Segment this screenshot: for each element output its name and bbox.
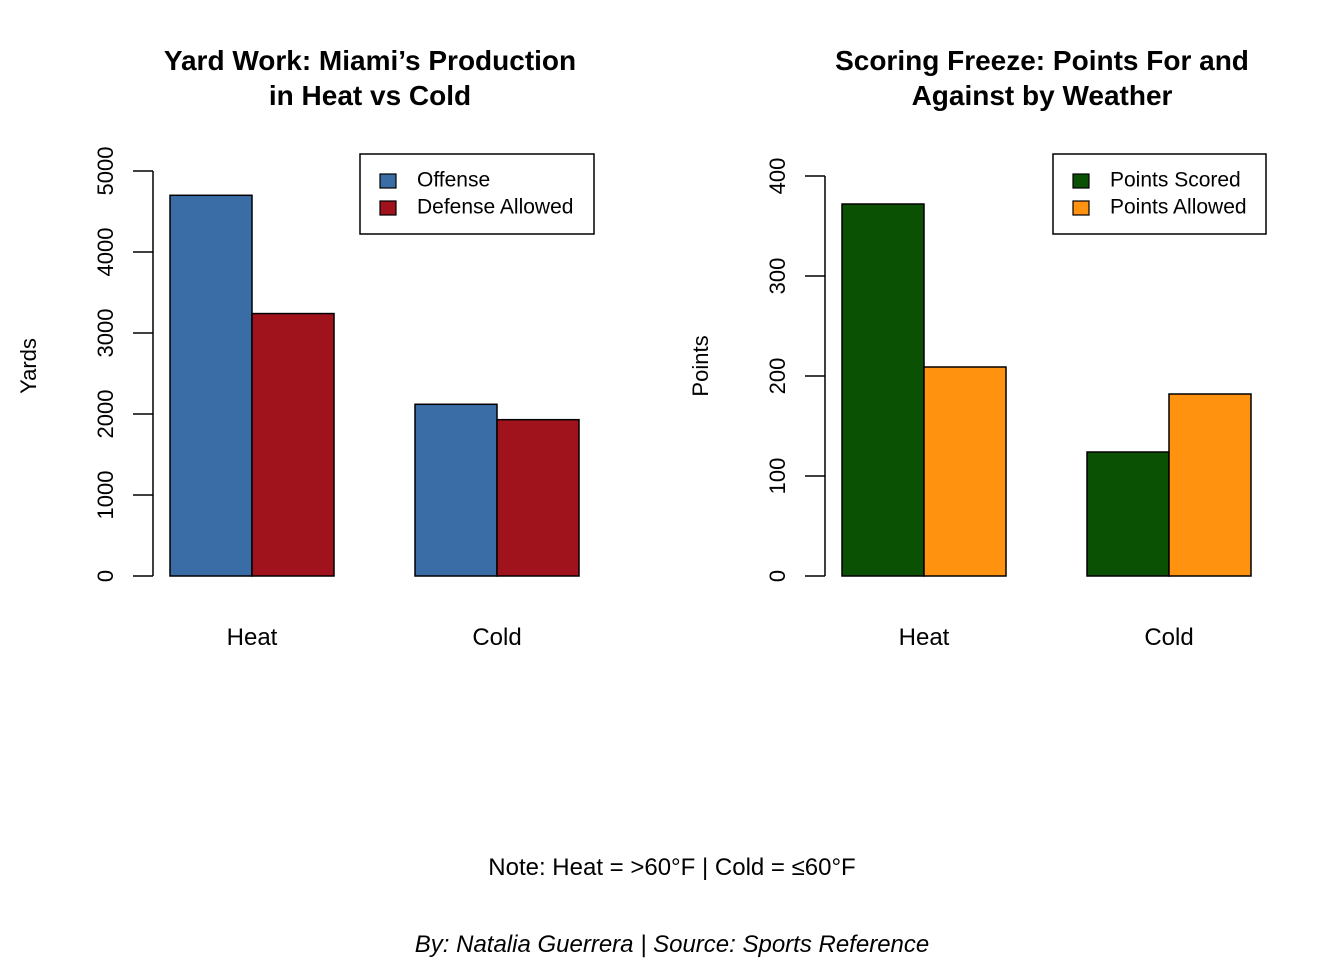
y-axis-label: Points <box>688 335 713 396</box>
y-tick-label: 2000 <box>93 390 118 439</box>
byline: By: Natalia Guerrera | Source: Sports Re… <box>415 931 929 958</box>
chart-title-line-2: in Heat vs Cold <box>269 80 471 111</box>
legend-label: Points Scored <box>1110 169 1241 192</box>
legend-box <box>1052 153 1267 235</box>
y-tick-label: 100 <box>765 458 790 495</box>
bar-offense-heat <box>169 194 253 577</box>
y-tick-label: 400 <box>765 158 790 195</box>
bar-points-scored-heat <box>841 203 925 577</box>
chart-title-line-1: Scoring Freeze: Points For and <box>835 45 1249 76</box>
legend-swatch <box>1072 200 1090 216</box>
category-label-cold: Cold <box>472 624 521 651</box>
legend: Points Scored Points Allowed <box>1052 153 1267 235</box>
category-label-cold: Cold <box>1144 624 1193 651</box>
y-tick-label: 4000 <box>93 228 118 277</box>
y-tick-label: 1000 <box>93 471 118 520</box>
legend: Offense Defense Allowed <box>359 153 595 235</box>
points-chart-panel: Scoring Freeze: Points For and Against by… <box>688 45 1267 651</box>
y-tick-label: 5000 <box>93 147 118 196</box>
bar-points-allowed-cold <box>1168 393 1252 577</box>
category-label-heat: Heat <box>899 624 950 651</box>
chart-title-line-2: Against by Weather <box>912 80 1173 111</box>
yards-chart-panel: Yard Work: Miami’s Production in Heat vs … <box>16 45 595 651</box>
weather-note: Note: Heat = >60°F | Cold = ≤60°F <box>488 854 855 881</box>
legend-box <box>359 153 595 235</box>
y-tick-label: 3000 <box>93 309 118 358</box>
legend-swatch <box>1072 173 1090 189</box>
legend-label: Points Allowed <box>1110 196 1247 219</box>
bar-points-allowed-heat <box>923 366 1007 577</box>
bar-defense-allowed-cold <box>496 418 580 577</box>
bar-points-scored-cold <box>1086 451 1170 577</box>
y-tick-label: 0 <box>93 570 118 582</box>
y-tick-label: 0 <box>765 570 790 582</box>
y-tick-label: 300 <box>765 258 790 295</box>
legend-label: Defense Allowed <box>417 196 573 219</box>
legend-swatch <box>379 200 397 216</box>
y-tick-label: 200 <box>765 358 790 395</box>
legend-swatch <box>379 173 397 189</box>
chart-title-line-1: Yard Work: Miami’s Production <box>164 45 576 76</box>
bar-defense-allowed-heat <box>251 312 335 577</box>
category-label-heat: Heat <box>227 624 278 651</box>
y-axis-label: Yards <box>16 338 41 394</box>
legend-label: Offense <box>417 169 490 192</box>
bar-offense-cold <box>414 403 498 577</box>
